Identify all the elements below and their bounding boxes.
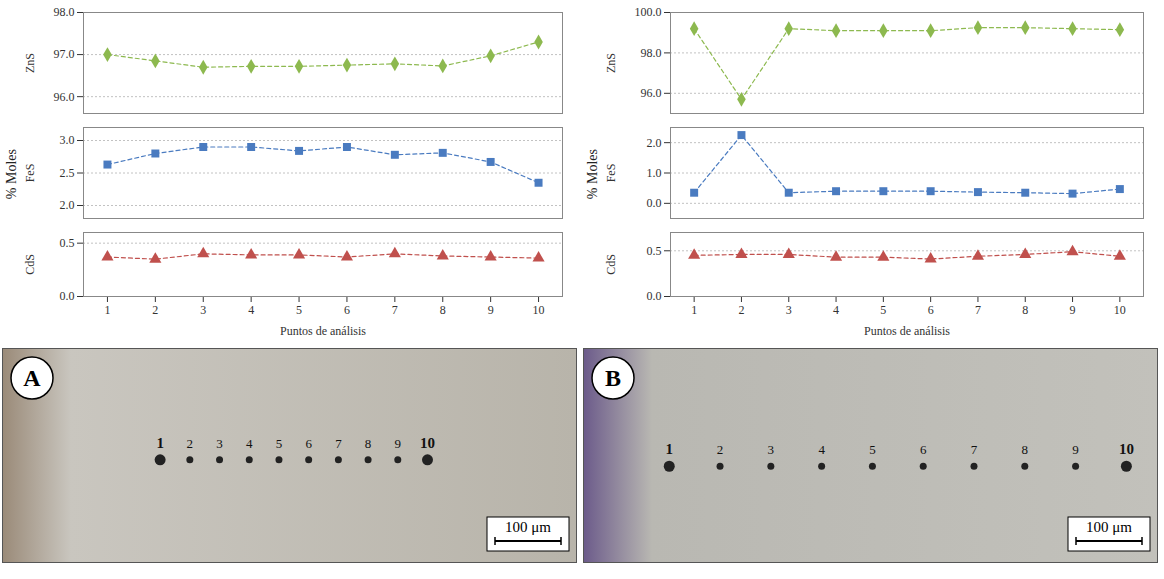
svg-text:100.0: 100.0 <box>635 5 662 19</box>
svg-text:Puntos de análisis: Puntos de análisis <box>864 324 950 338</box>
svg-text:10: 10 <box>1119 441 1134 457</box>
svg-text:3: 3 <box>216 436 223 451</box>
svg-text:4: 4 <box>248 303 254 317</box>
svg-text:2: 2 <box>152 303 158 317</box>
svg-text:98.0: 98.0 <box>641 46 662 60</box>
svg-text:0.0: 0.0 <box>60 289 75 303</box>
svg-text:8: 8 <box>365 436 372 451</box>
svg-text:3: 3 <box>768 442 775 457</box>
svg-text:98.0: 98.0 <box>54 5 75 19</box>
svg-text:4: 4 <box>246 436 253 451</box>
svg-text:B: B <box>605 365 621 391</box>
svg-text:0.5: 0.5 <box>60 236 75 250</box>
svg-text:1: 1 <box>666 441 674 457</box>
svg-text:1.0: 1.0 <box>647 166 662 180</box>
svg-text:6: 6 <box>344 303 350 317</box>
svg-text:CdS: CdS <box>23 254 37 275</box>
svg-text:1: 1 <box>691 303 697 317</box>
svg-text:0.0: 0.0 <box>647 289 662 303</box>
svg-text:3: 3 <box>786 303 792 317</box>
svg-text:2: 2 <box>187 436 194 451</box>
svg-text:97.0: 97.0 <box>54 47 75 61</box>
svg-text:7: 7 <box>392 303 398 317</box>
svg-text:100 μm: 100 μm <box>505 519 551 535</box>
svg-text:3.0: 3.0 <box>60 133 75 147</box>
svg-text:10: 10 <box>420 435 435 451</box>
svg-text:100 μm: 100 μm <box>1086 519 1132 535</box>
svg-text:2.0: 2.0 <box>647 136 662 150</box>
svg-text:0.5: 0.5 <box>647 244 662 258</box>
svg-text:4: 4 <box>833 303 839 317</box>
svg-text:CdS: CdS <box>604 254 618 275</box>
svg-text:3: 3 <box>200 303 206 317</box>
svg-text:10: 10 <box>533 303 545 317</box>
svg-text:5: 5 <box>296 303 302 317</box>
svg-text:1: 1 <box>104 303 110 317</box>
svg-text:5: 5 <box>869 442 876 457</box>
svg-text:8: 8 <box>440 303 446 317</box>
svg-text:6: 6 <box>928 303 934 317</box>
svg-text:10: 10 <box>1114 303 1126 317</box>
svg-text:2.0: 2.0 <box>60 198 75 212</box>
svg-text:96.0: 96.0 <box>54 90 75 104</box>
svg-text:2.5: 2.5 <box>60 166 75 180</box>
svg-text:ZnS: ZnS <box>604 53 618 73</box>
svg-text:5: 5 <box>880 303 886 317</box>
svg-text:96.0: 96.0 <box>641 86 662 100</box>
svg-text:7: 7 <box>975 303 981 317</box>
svg-text:4: 4 <box>818 442 825 457</box>
svg-text:7: 7 <box>971 442 978 457</box>
svg-text:8: 8 <box>1022 303 1028 317</box>
svg-text:9: 9 <box>1072 442 1079 457</box>
svg-text:2: 2 <box>717 442 724 457</box>
svg-text:6: 6 <box>305 436 312 451</box>
svg-text:5: 5 <box>276 436 283 451</box>
svg-text:FeS: FeS <box>23 164 37 183</box>
svg-text:ZnS: ZnS <box>23 53 37 73</box>
svg-text:Puntos de análisis: Puntos de análisis <box>280 324 366 338</box>
html-text:% Moles: % Moles <box>585 148 600 200</box>
svg-text:7: 7 <box>335 436 342 451</box>
svg-text:A: A <box>23 365 41 391</box>
svg-text:8: 8 <box>1022 442 1029 457</box>
svg-text:FeS: FeS <box>604 164 618 183</box>
svg-text:9: 9 <box>1070 303 1076 317</box>
svg-text:6: 6 <box>920 442 927 457</box>
svg-text:9: 9 <box>488 303 494 317</box>
svg-text:9: 9 <box>395 436 402 451</box>
svg-text:0.0: 0.0 <box>647 196 662 210</box>
svg-text:1: 1 <box>156 435 164 451</box>
svg-text:2: 2 <box>738 303 744 317</box>
html-text:% Moles: % Moles <box>4 148 19 200</box>
